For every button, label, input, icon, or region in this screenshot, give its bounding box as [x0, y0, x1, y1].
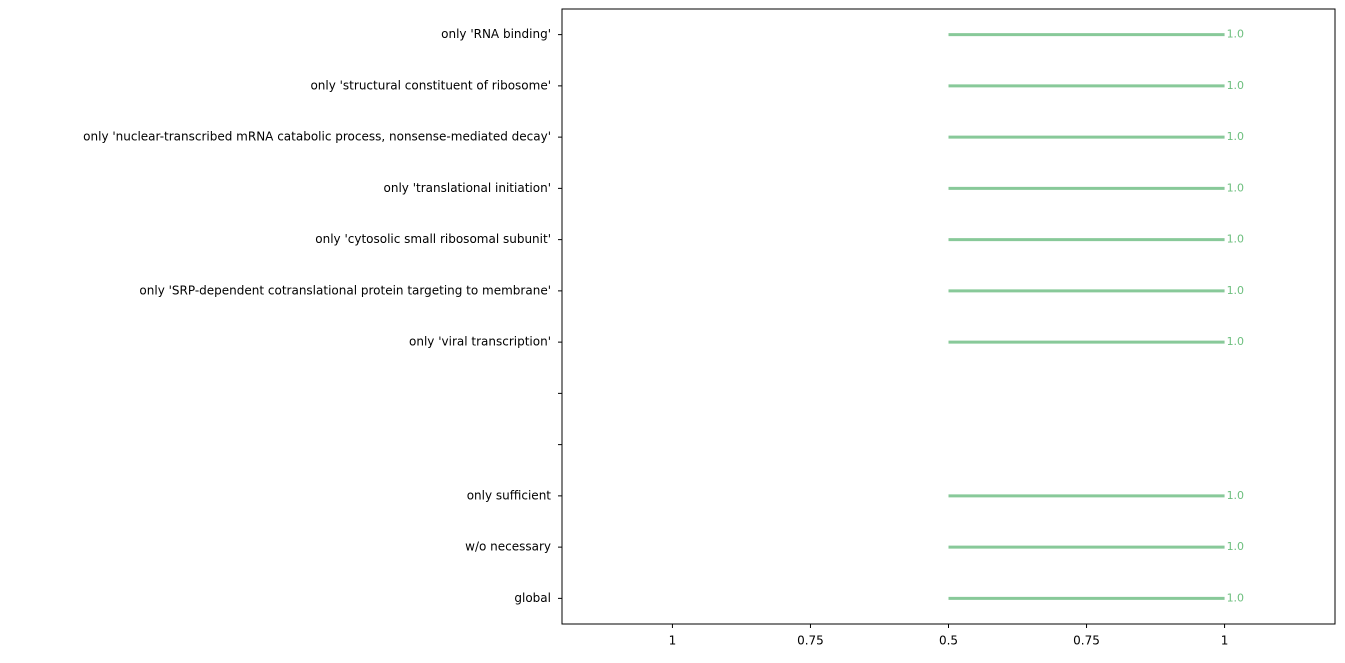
y-tick-label: only 'cytosolic small ribosomal subunit': [315, 232, 551, 246]
y-tick-label: w/o necessary: [465, 540, 551, 554]
y-tick-label: only 'nuclear-transcribed mRNA catabolic…: [83, 130, 551, 144]
value-label: 1.0: [1227, 489, 1245, 502]
plot-frame: [561, 8, 1336, 625]
value-label: 1.0: [1227, 335, 1245, 348]
value-label: 1.0: [1227, 233, 1245, 246]
value-label: 1.0: [1227, 181, 1245, 194]
y-tick-label: only 'RNA binding': [441, 27, 551, 41]
x-tick-label: 0.75: [1073, 634, 1100, 648]
x-tick-label: 0.75: [797, 634, 824, 648]
value-label: 1.0: [1227, 284, 1245, 297]
y-tick-label: only 'viral transcription': [409, 335, 551, 349]
x-tick-label: 1: [1221, 634, 1229, 648]
value-label: 1.0: [1227, 540, 1245, 553]
y-tick-label: global: [514, 591, 551, 605]
y-tick-label: only 'SRP-dependent cotranslational prot…: [139, 283, 551, 297]
y-tick-label: only 'translational initiation': [384, 181, 551, 195]
x-tick-label: 1: [669, 634, 677, 648]
y-tick-label: only sufficient: [467, 488, 552, 502]
value-label: 1.0: [1227, 591, 1245, 604]
value-label: 1.0: [1227, 28, 1245, 41]
value-label: 1.0: [1227, 79, 1245, 92]
x-tick-label: 0.5: [939, 634, 958, 648]
y-tick-label: only 'structural constituent of ribosome…: [310, 78, 551, 92]
value-label: 1.0: [1227, 130, 1245, 143]
